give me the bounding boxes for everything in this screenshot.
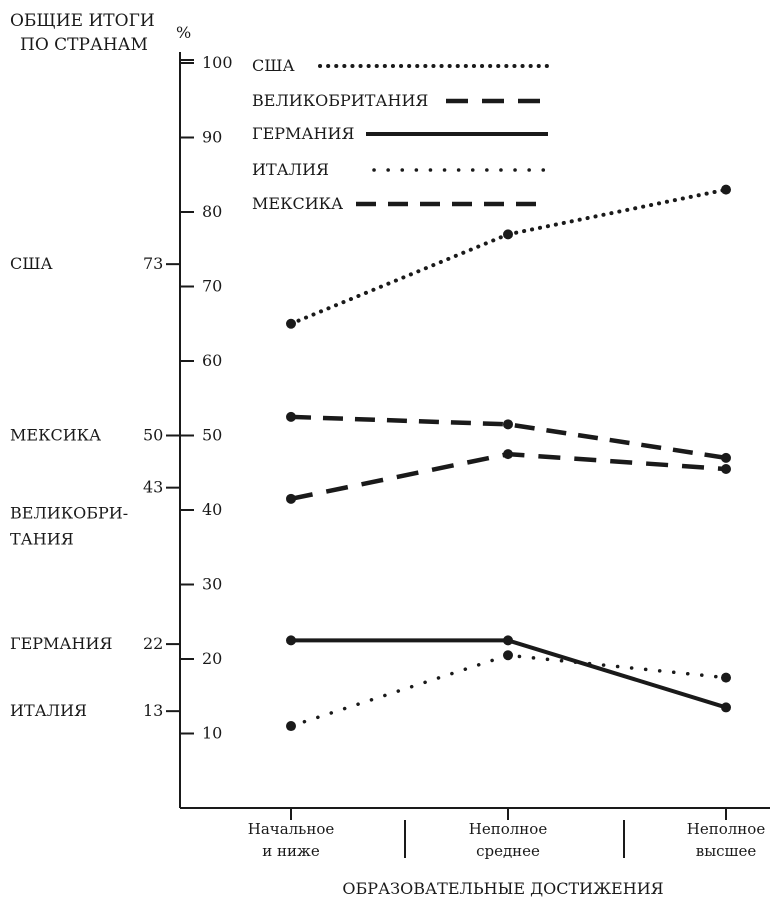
country-total-0: 73 [143,254,163,273]
series-line-4 [290,414,727,461]
y-tick-label-20: 20 [202,649,222,668]
country-total-1: 50 [143,426,163,445]
y-tick-label-70: 70 [202,277,222,296]
country-name-2-1: ТАНИЯ [10,530,74,549]
legend-label-3: ИТАЛИЯ [252,160,329,179]
point-0-2 [721,184,731,195]
series-line-3 [289,653,728,728]
category-label-2-0: Неполное [687,820,766,838]
legend-label-0: США [252,56,295,75]
y-tick-label-100: 100 [202,53,233,72]
header-line-1: ОБЩИЕ ИТОГИ [10,11,155,31]
y-tick-label-80: 80 [202,202,222,221]
point-2-2 [721,702,731,713]
series-line-1 [290,451,727,502]
country-name-2-0: ВЕЛИКОБРИ- [10,504,128,523]
header-line-2: ПО СТРАНАМ [20,35,148,55]
legend-label-2: ГЕРМАНИЯ [252,124,354,143]
x-axis-title: ОБРАЗОВАТЕЛЬНЫЕ ДОСТИЖЕНИЯ [342,879,663,898]
point-3-0 [286,721,296,732]
point-2-1 [503,635,513,646]
category-labels: Начальное и ниже Неполное среднее Неполное вы… [248,820,766,860]
legend-label-1: ВЕЛИКОБРИТАНИЯ [252,91,428,110]
series-line-0 [289,187,728,326]
y-tick-label-90: 90 [202,128,222,147]
point-4-0 [286,411,296,422]
point-1-2 [721,464,731,475]
point-1-0 [286,493,296,504]
point-4-2 [721,452,731,463]
point-4-1 [503,419,513,430]
country-name-1-0: МЕКСИКА [10,426,101,445]
country-name-0-0: США [10,254,53,273]
category-label-2-1: высшее [696,842,757,860]
y-tick-label-30: 30 [202,575,222,594]
legend-label-4: МЕКСИКА [252,194,343,213]
country-total-2: 43 [143,478,163,497]
country-total-4: 13 [143,701,163,720]
category-label-1-0: Неполное [469,820,548,838]
country-totals: США 73 МЕКСИКА 50 ВЕЛИКОБРИ- ТАНИЯ 43 ГЕРМАНИЯ 2… [10,254,180,720]
y-tick-label-60: 60 [202,351,222,370]
y-tick-label-50: 50 [202,426,222,445]
point-1-1 [503,449,513,460]
country-name-3-0: ГЕРМАНИЯ [10,634,112,653]
point-0-1 [503,229,513,240]
y-tick-label-40: 40 [202,500,222,519]
country-total-3: 22 [143,634,163,653]
y-unit-label: % [176,23,191,42]
series [286,184,731,732]
point-0-0 [286,318,296,329]
category-label-0-0: Начальное [248,820,335,838]
point-3-2 [721,672,731,683]
legend: США ВЕЛИКОБРИТАНИЯ ГЕРМАНИЯ ИТАЛИЯ МЕКСИКА [252,56,550,213]
point-2-0 [286,635,296,646]
axes: 10 20 30 40 50 60 70 80 90 100 [179,52,770,858]
point-3-1 [503,650,513,661]
y-tick-label-10: 10 [202,724,222,743]
country-name-4-0: ИТАЛИЯ [10,701,87,720]
category-label-0-1: и ниже [262,842,320,860]
category-label-1-1: среднее [476,842,540,860]
